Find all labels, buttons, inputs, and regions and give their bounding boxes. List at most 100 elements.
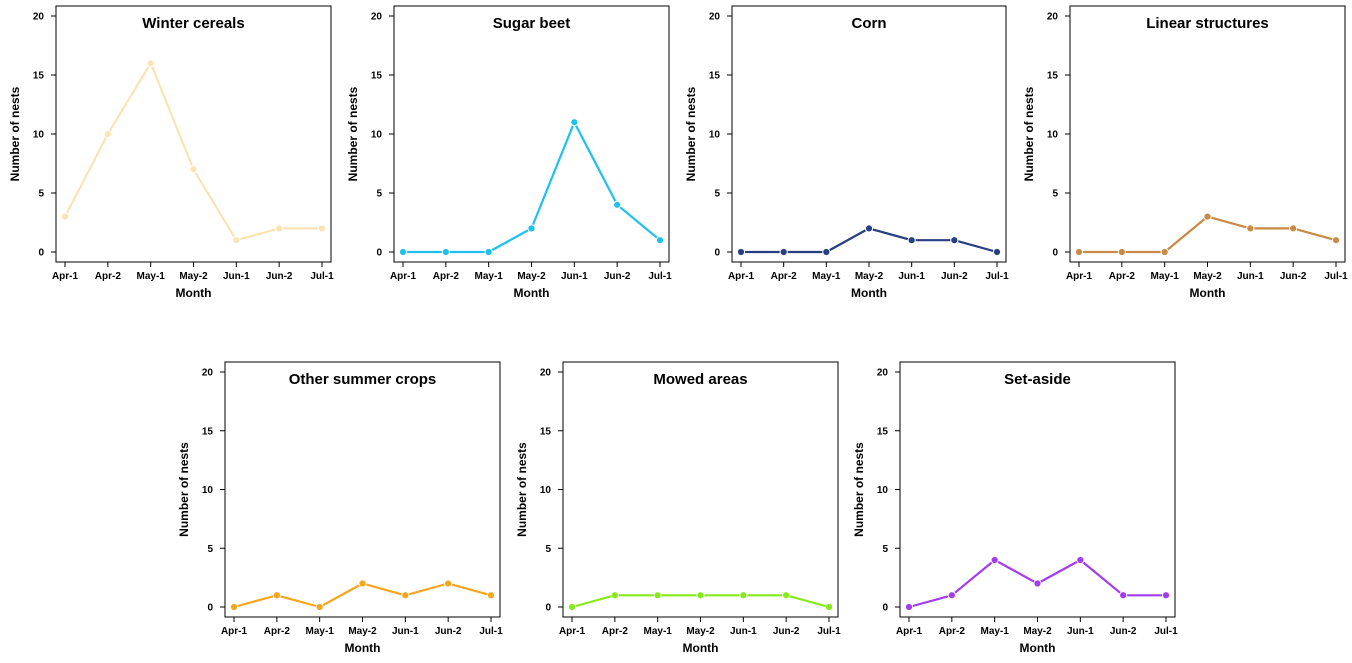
panel-title: Mowed areas [653,371,747,388]
x-tick-label: May-2 [179,271,208,282]
data-point [655,236,665,245]
data-point [398,247,408,257]
data-point [60,212,70,221]
x-tick-label: Jun-1 [1067,626,1094,637]
x-axis-label: Month [683,641,719,655]
y-tick-label: 5 [376,189,382,200]
data-point [696,591,705,600]
y-tick-label: 0 [545,603,551,614]
data-point [782,591,791,600]
x-tick-label: Jul-1 [479,626,503,637]
x-tick-label: Jul-1 [648,271,672,282]
data-point [613,200,622,209]
x-axis-label: Month [176,286,212,300]
data-point [1203,212,1212,221]
x-tick-label: May-2 [517,271,546,282]
y-axis-label: Number of nests [852,442,866,537]
data-point [527,224,536,233]
series-line [64,62,322,242]
y-tick-label: 20 [202,368,214,379]
x-tick-label: May-1 [812,271,841,282]
data-point [822,247,831,257]
x-tick-label: May-2 [348,626,377,637]
x-tick-label: Apr-2 [95,271,122,282]
panel-winter-cereals: Winter cereals 0 5 10 15 20 Apr-1 Apr-2 May-1 May… [8,5,334,300]
x-tick-label: Apr-1 [728,271,755,282]
y-tick-label: 15 [1047,71,1059,82]
y-tick-label: 5 [207,544,213,555]
x-tick-label: May-2 [855,271,884,282]
data-point [272,591,281,600]
y-tick-label: 20 [540,368,552,379]
y-tick-label: 0 [38,248,44,259]
data-point [779,247,788,257]
y-tick-label: 5 [1052,189,1058,200]
x-tick-label: Jun-1 [1237,271,1264,282]
x-tick-label: Apr-1 [390,271,417,282]
y-tick-label: 10 [1047,130,1059,141]
y-axis-label: Number of nests [515,442,529,537]
y-tick-label: 20 [371,12,383,23]
plot-frame [562,361,839,618]
data-point [146,59,155,68]
x-tick-label: Jun-2 [1280,271,1307,282]
x-tick-label: Jun-1 [730,626,757,637]
y-tick-label: 5 [714,189,720,200]
y-axis-label: Number of nests [8,86,22,181]
y-tick-label: 15 [877,426,889,437]
panel-corn: Corn 0 5 10 15 20 Apr-1 Apr-2 May-1 May-2 Jun-1 Jun… [684,5,1009,300]
x-axis-label: Month [851,286,887,300]
data-point [1119,591,1128,600]
data-point [824,602,834,612]
data-point [232,236,241,245]
data-point [189,165,198,174]
x-tick-label: Jun-1 [392,626,419,637]
panel-sugar-beet: Sugar beet 0 5 10 15 20 Apr-1 Apr-2 May-1 May-2 Ju… [346,5,672,300]
data-point [401,591,410,600]
x-tick-label: Apr-2 [939,626,966,637]
y-axis-label: Number of nests [346,86,360,181]
data-point [736,247,746,257]
data-point [229,602,239,612]
plot-frame [393,5,670,263]
data-point [1033,579,1042,588]
x-tick-label: May-1 [643,626,672,637]
y-tick-label: 10 [540,485,552,496]
panel-title: Sugar beet [493,15,571,32]
data-point [992,247,1002,257]
plot-frame [55,5,332,263]
x-axis-label: Month [345,641,381,655]
data-point [570,118,579,127]
data-point [317,224,327,233]
x-tick-label: Apr-2 [771,271,798,282]
series-line [403,121,661,254]
x-tick-label: Jun-2 [773,626,800,637]
data-point [103,129,112,139]
panel-other-summer-crops: Other summer crops 0 5 10 15 20 Apr-1 Apr-2 May-… [177,361,503,655]
data-point [315,602,324,612]
data-point [653,591,662,600]
x-tick-label: May-1 [305,626,334,637]
data-point [358,579,367,588]
y-tick-label: 20 [33,12,45,23]
y-tick-label: 10 [371,130,383,141]
x-tick-label: Jun-2 [941,271,968,282]
x-tick-label: Apr-2 [602,626,629,637]
x-tick-label: Jun-1 [223,271,250,282]
plot-frame [1069,5,1346,263]
x-tick-label: May-1 [474,271,503,282]
y-tick-label: 15 [371,71,383,82]
data-point [1074,247,1084,257]
data-point [441,247,450,257]
data-point [1161,591,1171,600]
data-point [1246,224,1255,233]
y-tick-label: 0 [1052,248,1058,259]
x-axis-label: Month [1190,286,1226,300]
y-axis-label: Number of nests [177,442,191,537]
panel-title: Linear structures [1146,15,1269,32]
data-point [947,591,956,600]
x-axis-label: Month [514,286,550,300]
y-tick-label: 20 [1047,12,1059,23]
plot-frame [899,361,1176,618]
data-point [275,224,284,233]
